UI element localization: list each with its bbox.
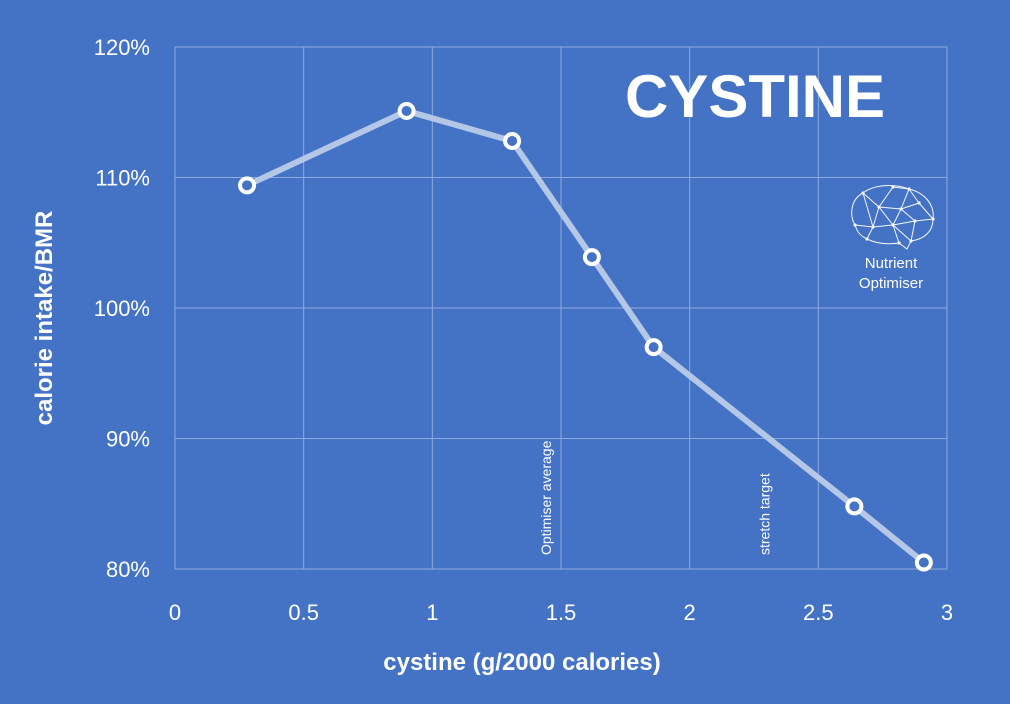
x-tick-labels: 0 0.5 1 1.5 2 2.5 3: [169, 600, 953, 625]
chart-title: CYSTINE: [625, 63, 885, 130]
x-tick-label: 1: [426, 600, 438, 625]
x-tick-label: 2.5: [803, 600, 834, 625]
y-tick-label: 110%: [95, 166, 150, 191]
data-point: [644, 338, 663, 357]
annotations: Optimiser average stretch target: [538, 440, 773, 555]
series-line: [244, 107, 927, 566]
logo-text-line1: Nutrient: [865, 255, 918, 272]
data-point: [845, 497, 864, 516]
gridlines: [174, 46, 948, 570]
x-axis-label: cystine (g/2000 calories): [383, 649, 660, 676]
data-point: [914, 553, 933, 572]
y-tick-labels: 80% 90% 100% 110% 120%: [94, 35, 150, 582]
data-point: [397, 101, 416, 120]
series: [238, 101, 933, 572]
y-axis-label: calorie intake/BMR: [31, 211, 58, 426]
y-tick-label: 100%: [94, 296, 150, 321]
brain-network-icon: [851, 185, 935, 250]
x-tick-label: 2: [684, 600, 696, 625]
data-point: [503, 131, 522, 150]
x-tick-label: 3: [941, 600, 953, 625]
y-tick-label: 120%: [94, 35, 150, 60]
logo-text-line2: Optimiser: [859, 275, 923, 292]
x-tick-label: 0.5: [288, 600, 319, 625]
y-tick-label: 90%: [106, 427, 150, 452]
data-point: [582, 248, 601, 267]
annotation-label: Optimiser average: [538, 440, 554, 555]
data-point: [238, 176, 257, 195]
annotation-label: stretch target: [757, 473, 773, 555]
x-tick-label: 1.5: [546, 600, 577, 625]
logo: Nutrient Optimiser: [851, 185, 935, 292]
x-tick-label: 0: [169, 600, 181, 625]
y-tick-label: 80%: [106, 557, 150, 582]
